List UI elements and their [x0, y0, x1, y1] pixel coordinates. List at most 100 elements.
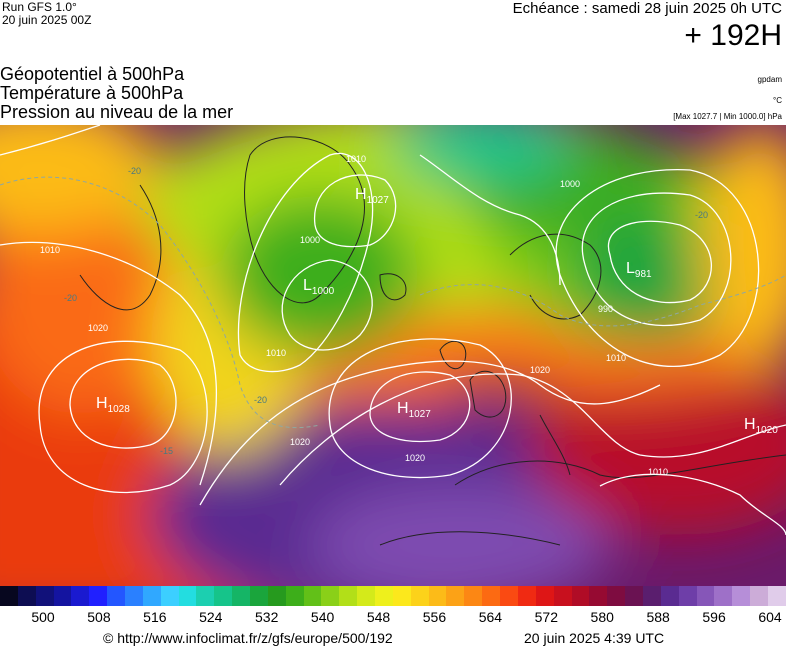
isobar-label: 1000	[300, 235, 320, 245]
color-scale-swatch	[0, 586, 18, 606]
title-pressure: Pression au niveau de la mer	[0, 102, 234, 122]
color-scale-swatch	[357, 586, 376, 606]
color-scale-tick: 500	[31, 609, 55, 625]
isobar-label: 1010	[40, 245, 60, 255]
color-scale-tick: 524	[199, 609, 223, 625]
color-scale-tick: 508	[87, 609, 111, 625]
source-credit: © http://www.infoclimat.fr/z/gfs/europe/…	[103, 630, 393, 646]
pressure-center-label: L1000	[303, 277, 335, 297]
color-scale-swatch	[89, 586, 108, 606]
color-scale-tick: 588	[646, 609, 670, 625]
color-scale-swatch	[196, 586, 215, 606]
color-scale	[0, 586, 786, 606]
color-scale-swatch	[339, 586, 358, 606]
color-scale-swatch	[142, 586, 161, 606]
color-scale-swatch	[750, 586, 768, 606]
color-scale-swatch	[410, 586, 429, 606]
color-scale-tick: 596	[702, 609, 726, 625]
color-scale-swatch	[392, 586, 411, 606]
color-scale-swatch	[35, 586, 54, 606]
forecast-valid-time: Echéance : samedi 28 juin 2025 0h UTC	[512, 0, 782, 17]
pressure-center-label: H1027	[397, 400, 431, 420]
temperature-isotherms	[0, 176, 786, 429]
color-scale-tick: 532	[255, 609, 279, 625]
color-scale-swatch	[428, 586, 447, 606]
unit-temperature: °C	[773, 96, 782, 105]
color-scale-tick: 572	[534, 609, 558, 625]
color-scale-swatch	[696, 586, 715, 606]
isobar-label: 990	[598, 304, 613, 314]
isobar-label: 1020	[405, 453, 425, 463]
color-scale-swatch	[285, 586, 304, 606]
color-scale-swatch	[178, 586, 197, 606]
color-scale-swatch	[482, 586, 501, 606]
pressure-centers: H1027 L1000 L981 H1028 H1027 H1020	[96, 186, 778, 436]
isobar-labels: 1010 1000 1010 1010 1020 1020 1020 1000 …	[40, 154, 668, 477]
title-temperature: Température à 500hPa	[0, 83, 184, 103]
color-scale-ticks: 500 508 516 524 532 540 548 556 564 572 580 588 596 6…	[0, 609, 786, 627]
color-scale-swatch	[732, 586, 751, 606]
color-scale-swatch	[160, 586, 179, 606]
color-scale-tick: 604	[758, 609, 782, 625]
color-scale-swatch	[17, 586, 36, 606]
color-scale-swatch	[71, 586, 90, 606]
color-scale-swatch	[553, 586, 572, 606]
color-scale-swatch	[250, 586, 268, 606]
pressure-center-label: H1027	[355, 186, 389, 206]
isobar-label: 1020	[530, 365, 550, 375]
color-scale-tick: 580	[590, 609, 614, 625]
color-scale-swatch	[446, 586, 465, 606]
unit-geopotential: gpdam	[757, 75, 782, 84]
color-scale-tick: 564	[478, 609, 503, 625]
generation-time: 20 juin 2025 4:39 UTC	[524, 630, 665, 646]
color-scale-swatch	[535, 586, 554, 606]
isobar-label: 1010	[606, 353, 626, 363]
color-scale-swatch	[214, 586, 233, 606]
color-scale-swatch	[625, 586, 643, 606]
color-scale-swatch	[321, 586, 340, 606]
temperature-label: -20	[128, 166, 141, 176]
color-scale-swatch	[714, 586, 733, 606]
color-scale-swatch	[464, 586, 483, 606]
color-scale-swatch	[53, 586, 72, 606]
color-scale-swatch	[500, 586, 518, 606]
color-scale-swatch	[517, 586, 536, 606]
color-scale-swatch	[767, 586, 786, 606]
isobar-label: 1000	[560, 179, 580, 189]
color-scale-swatch	[107, 586, 126, 606]
temperature-label: -20	[695, 210, 708, 220]
temperature-label: -15	[160, 446, 173, 456]
isobars	[0, 125, 786, 536]
pressure-center-label: H1020	[744, 416, 778, 436]
isobar-label: 1020	[290, 437, 310, 447]
color-scale-swatch	[303, 586, 322, 606]
geopotential-field	[0, 125, 786, 586]
temperature-label: -20	[64, 293, 77, 303]
color-scale-tick: 556	[422, 609, 447, 625]
color-scale-swatch	[125, 586, 143, 606]
pressure-center-label: L981	[626, 260, 652, 280]
color-scale-tick: 540	[310, 609, 335, 625]
isobar-label: 1010	[266, 348, 286, 358]
color-scale-swatch	[660, 586, 679, 606]
color-scale-swatch	[571, 586, 590, 606]
color-scale-swatch	[267, 586, 286, 606]
unit-pressure-range: [Max 1027.7 | Min 1000.0] hPa	[673, 112, 782, 121]
temperature-label: -20	[254, 395, 267, 405]
isobar-label: 1010	[648, 467, 668, 477]
temperature-labels: -20 -20 -20 -15 -20	[64, 166, 708, 456]
coastlines	[79, 136, 786, 546]
color-scale-swatch	[589, 586, 608, 606]
lead-time: + 192H	[684, 19, 782, 52]
color-scale-swatch	[607, 586, 626, 606]
weather-map: H1027 L1000 L981 H1028 H1027 H1020 1010 …	[0, 125, 786, 586]
color-scale-swatch	[232, 586, 251, 606]
color-scale-swatch	[678, 586, 697, 606]
color-scale-tick: 548	[366, 609, 391, 625]
isobar-label: 1020	[88, 323, 108, 333]
title-geopotential: Géopotentiel à 500hPa	[0, 64, 185, 84]
color-scale-tick: 516	[143, 609, 167, 625]
run-date: 20 juin 2025 00Z	[2, 13, 92, 27]
isobar-label: 1010	[346, 154, 366, 164]
color-scale-swatch	[642, 586, 661, 606]
